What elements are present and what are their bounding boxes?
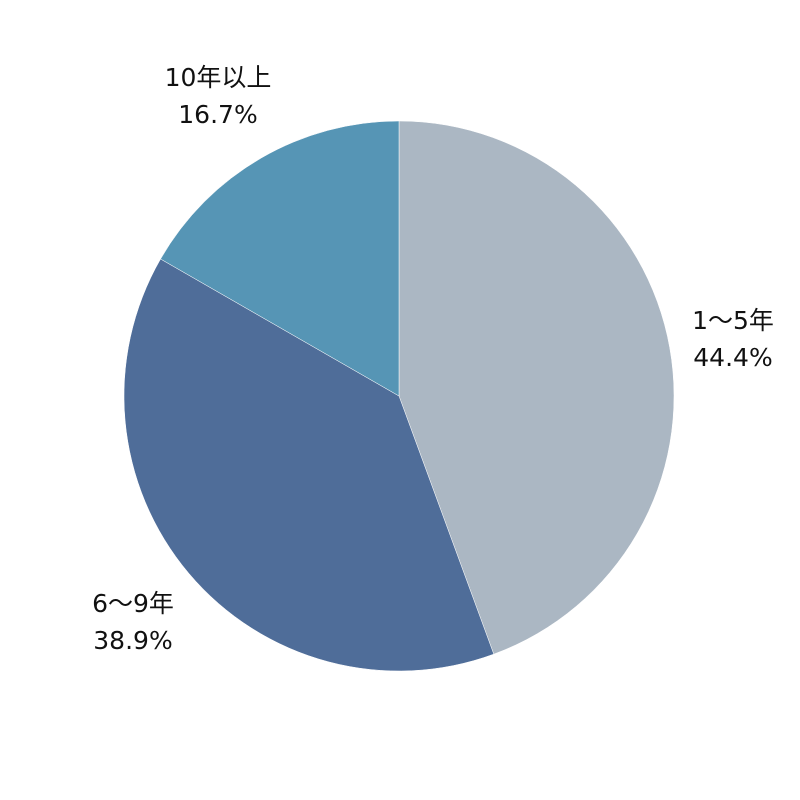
slice-label-10-plus-years: 10年以上 16.7% (165, 59, 272, 133)
pie-slice-0 (398, 120, 675, 655)
slice-label-1-5-years: 1〜5年 44.4% (692, 302, 774, 376)
pie-slice-1 (123, 258, 495, 672)
pie-slice-2 (160, 120, 400, 397)
slice-label-6-9-years: 6〜9年 38.9% (92, 585, 174, 659)
slice-category: 1〜5年 (692, 306, 774, 335)
slice-percent: 38.9% (93, 626, 173, 655)
slice-category: 6〜9年 (92, 589, 174, 618)
slice-percent: 16.7% (178, 100, 258, 129)
slice-percent: 44.4% (693, 343, 773, 372)
slice-category: 10年以上 (164, 63, 272, 92)
